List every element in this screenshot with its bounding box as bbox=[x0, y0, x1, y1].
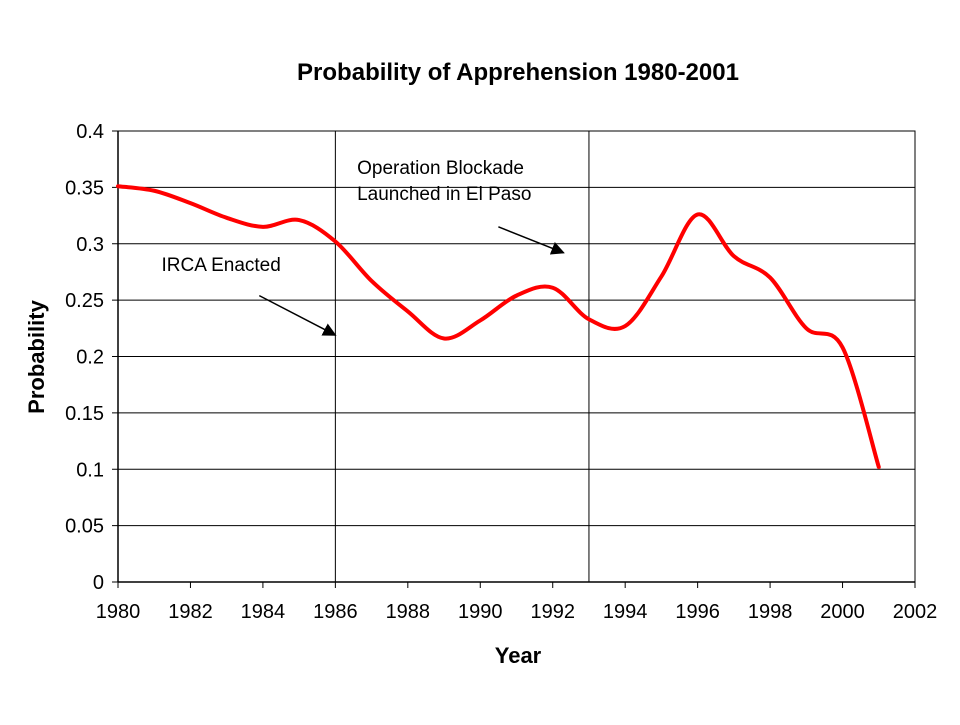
series-line-0 bbox=[116, 184, 881, 469]
x-tick-label-4: 1988 bbox=[386, 601, 431, 623]
y-tick-label-0: 0 bbox=[93, 572, 104, 594]
annotation-blockade-line-0: Operation Blockade bbox=[357, 158, 524, 179]
y-axis-title: Probability bbox=[24, 299, 49, 413]
y-tick-label-7: 0.35 bbox=[65, 177, 104, 199]
series-layer bbox=[116, 184, 881, 469]
x-tick-label-9: 1998 bbox=[748, 601, 793, 623]
y-tick-label-1: 0.05 bbox=[65, 516, 104, 538]
y-tick-label-3: 0.15 bbox=[65, 403, 104, 425]
y-tick-label-5: 0.25 bbox=[65, 290, 104, 312]
annotation-blockade-arrow bbox=[498, 226, 565, 255]
axes bbox=[112, 130, 916, 588]
x-tick-label-8: 1996 bbox=[675, 601, 720, 623]
x-axis-title: Year bbox=[495, 643, 542, 668]
x-tick-label-1: 1982 bbox=[168, 601, 213, 623]
x-tick-label-10: 2000 bbox=[820, 601, 865, 623]
x-tick-label-7: 1994 bbox=[603, 601, 648, 623]
x-tick-label-11: 2002 bbox=[893, 601, 938, 623]
event-lines bbox=[334, 131, 590, 582]
chart-title: Probability of Apprehension 1980-2001 bbox=[297, 59, 739, 86]
tick-labels: 1980 1982 1984 1986 1988 1990 1992 1994 1996 1998… bbox=[65, 121, 937, 623]
x-tick-label-5: 1990 bbox=[458, 601, 503, 623]
y-tick-label-6: 0.3 bbox=[76, 234, 104, 256]
y-tick-label-4: 0.2 bbox=[76, 347, 104, 369]
annotation-irca-arrow bbox=[258, 294, 337, 336]
annotation-blockade-line-1: Launched in El Paso bbox=[357, 184, 531, 205]
annotations: IRCA Enacted Operation Blockade Launched i… bbox=[161, 158, 565, 336]
x-tick-label-2: 1984 bbox=[241, 601, 286, 623]
x-tick-label-0: 1980 bbox=[96, 601, 141, 623]
x-tick-label-3: 1986 bbox=[313, 601, 358, 623]
annotation-irca-line-0: IRCA Enacted bbox=[161, 255, 280, 276]
y-tick-label-2: 0.1 bbox=[76, 459, 104, 481]
x-tick-label-6: 1992 bbox=[530, 601, 575, 623]
y-tick-label-8: 0.4 bbox=[76, 121, 104, 143]
